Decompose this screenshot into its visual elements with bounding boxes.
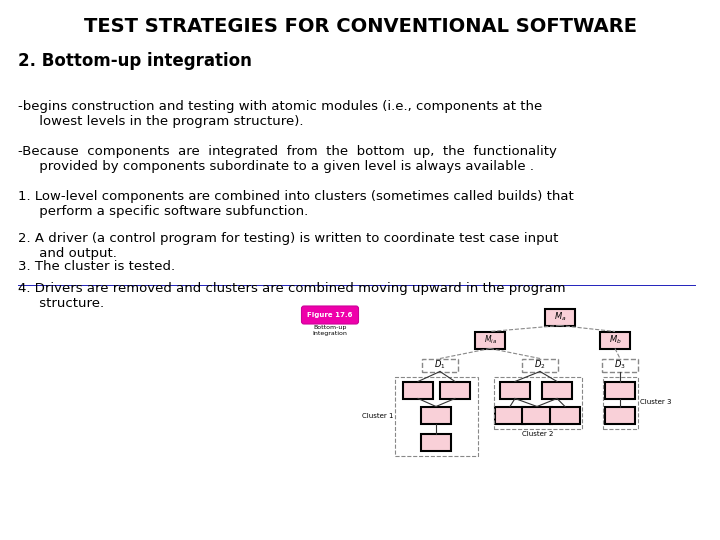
Text: 4. Drivers are removed and clusters are combined moving upward in the program
  : 4. Drivers are removed and clusters are … [18, 282, 566, 310]
Bar [522, 407, 552, 423]
Text: TEST STRATEGIES FOR CONVENTIONAL SOFTWARE: TEST STRATEGIES FOR CONVENTIONAL SOFTWAR… [84, 17, 636, 36]
Bar [600, 332, 630, 348]
Bar [403, 381, 433, 399]
Bar [500, 381, 530, 399]
Bar [602, 359, 638, 372]
Text: $D_2$: $D_2$ [534, 359, 546, 372]
FancyBboxPatch shape [302, 306, 359, 324]
Bar [421, 407, 451, 423]
Text: -begins construction and testing with atomic modules (i.e., components at the
  : -begins construction and testing with at… [18, 100, 542, 128]
Text: $M_{ia}$: $M_{ia}$ [484, 334, 497, 346]
Text: 2. A driver (a control program for testing) is written to coordinate test case i: 2. A driver (a control program for testi… [18, 232, 559, 260]
Bar [605, 407, 635, 423]
Bar [475, 332, 505, 348]
Bar [421, 434, 451, 450]
Bar [542, 381, 572, 399]
Bar [395, 376, 478, 456]
Text: Figure 17.6: Figure 17.6 [307, 312, 353, 318]
Bar [494, 376, 582, 429]
Text: 2. Bottom-up integration: 2. Bottom-up integration [18, 52, 252, 70]
Bar [495, 407, 525, 423]
Text: 1. Low-level components are combined into clusters (sometimes called builds) tha: 1. Low-level components are combined int… [18, 190, 574, 218]
Text: $M_b$: $M_b$ [608, 334, 621, 346]
Text: Cluster 3: Cluster 3 [640, 400, 672, 406]
Text: 3. The cluster is tested.: 3. The cluster is tested. [18, 260, 175, 273]
Bar [440, 381, 470, 399]
Text: -Because  components  are  integrated  from  the  bottom  up,  the  functionalit: -Because components are integrated from … [18, 145, 557, 173]
Bar [422, 359, 458, 372]
Bar [603, 376, 638, 429]
Bar [545, 308, 575, 326]
Text: $D_3$: $D_3$ [614, 359, 626, 372]
Bar [605, 381, 635, 399]
Text: Bottom-up
Integration: Bottom-up Integration [312, 325, 348, 336]
Text: Cluster 1: Cluster 1 [361, 413, 393, 419]
Bar [550, 407, 580, 423]
Bar [522, 359, 558, 372]
Text: Cluster 2: Cluster 2 [522, 430, 554, 436]
Text: $M_a$: $M_a$ [554, 310, 566, 323]
Text: $D_1$: $D_1$ [434, 359, 446, 372]
